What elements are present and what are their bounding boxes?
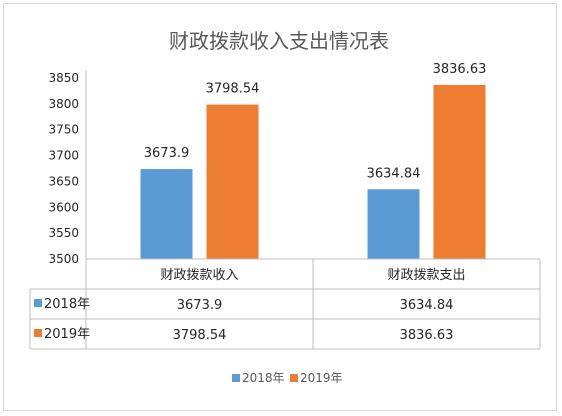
legend-label: 2018年 (242, 371, 285, 385)
bar (206, 104, 259, 259)
series-name: 2018年 (44, 297, 90, 312)
data-label: 3673.9 (144, 146, 190, 161)
y-tick-label: 3750 (48, 123, 79, 137)
table-value: 3836.63 (400, 328, 454, 343)
y-tick-label: 3850 (48, 71, 79, 85)
y-axis: 3500 3550 3600 3650 3700 3750 3800 3850 (48, 70, 87, 266)
legend-label: 2019年 (300, 371, 343, 385)
y-tick-label: 3550 (48, 226, 79, 240)
legend: 2018年 2019年 (232, 371, 343, 385)
y-tick-label: 3500 (48, 252, 79, 266)
data-labels: 3673.9 3798.54 3634.84 3836.63 (144, 62, 487, 181)
table-value: 3634.84 (400, 298, 454, 313)
chart-title: 财政拨款收入支出情况表 (169, 29, 389, 53)
series-name: 2019年 (44, 327, 90, 342)
bar (140, 169, 193, 259)
chart-frame: 财政拨款收入支出情况表 3500 3550 3600 3650 3700 3750 3800… (3, 3, 557, 411)
category-label: 财政拨款收入 (160, 268, 238, 283)
bar (367, 189, 420, 259)
table-value: 3673.9 (177, 298, 223, 313)
y-tick-label: 3650 (48, 174, 79, 188)
legend-swatch (232, 374, 240, 382)
bar (433, 84, 486, 259)
legend-key (34, 329, 42, 337)
y-tick-label: 3800 (48, 97, 79, 111)
bars (140, 84, 486, 259)
data-table: 财政拨款收入 财政拨款支出 2018年 3673.9 3634.84 2019年 3798.… (29, 258, 541, 350)
legend-swatch (290, 374, 298, 382)
y-tick-label: 3700 (48, 149, 79, 163)
y-tick-label: 3600 (48, 200, 79, 214)
bar-chart: 财政拨款收入支出情况表 3500 3550 3600 3650 3700 3750 3800… (29, 29, 541, 385)
data-label: 3836.63 (433, 62, 487, 77)
table-value: 3798.54 (173, 328, 227, 343)
data-label: 3798.54 (206, 82, 260, 97)
legend-key (34, 299, 42, 307)
category-label: 财政拨款支出 (387, 268, 465, 283)
data-label: 3634.84 (367, 166, 421, 181)
